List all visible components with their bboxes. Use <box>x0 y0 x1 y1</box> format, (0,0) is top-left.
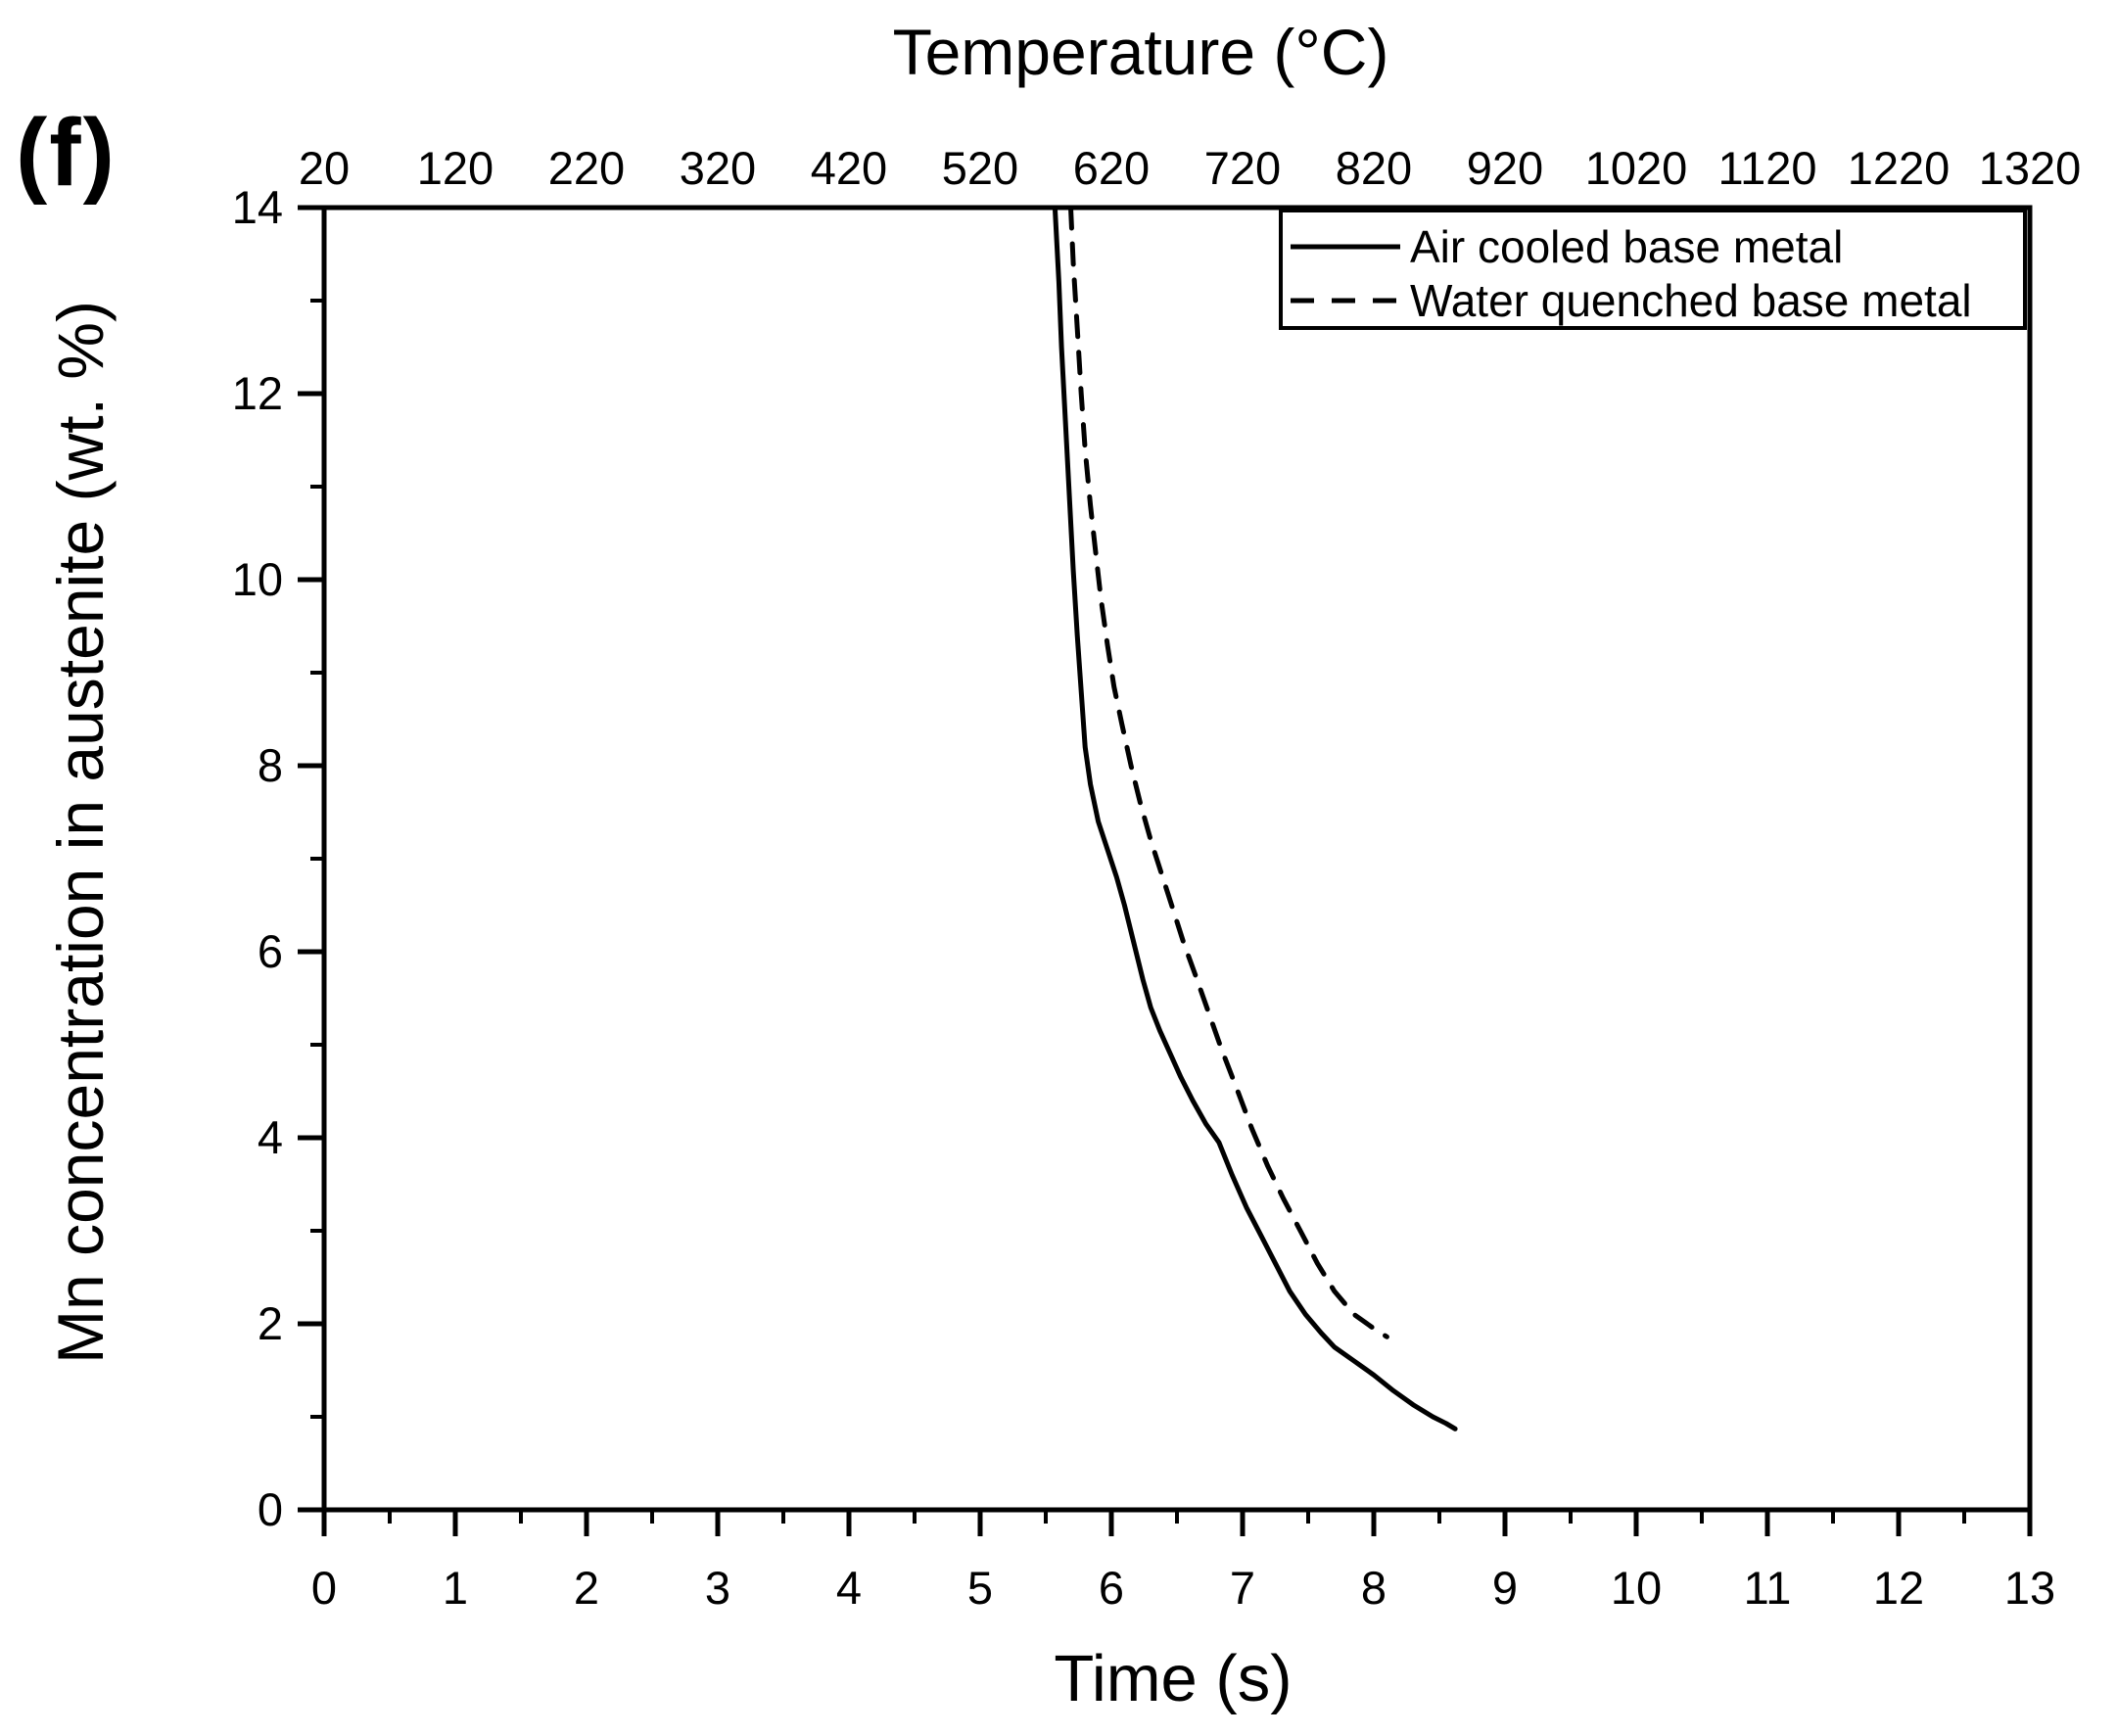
top-axis-tick-label: 220 <box>548 142 625 194</box>
top-axis-tick-label: 1320 <box>1979 142 2082 194</box>
x-axis-tick-label: 13 <box>2004 1562 2055 1614</box>
y-axis-tick-label: 12 <box>232 367 283 419</box>
y-axis-tick-label: 10 <box>232 553 283 605</box>
x-axis-tick-label: 6 <box>1099 1562 1124 1614</box>
x-axis-tick-label: 4 <box>836 1562 862 1614</box>
x-axis-tick-label: 3 <box>705 1562 730 1614</box>
top-axis-tick-label: 620 <box>1073 142 1150 194</box>
top-axis-tick-label: 120 <box>417 142 494 194</box>
y-axis-tick-label: 2 <box>258 1297 283 1349</box>
x-axis-tick-label: 1 <box>443 1562 468 1614</box>
y-axis-tick-label: 4 <box>258 1111 283 1163</box>
top-axis-tick-label: 420 <box>811 142 887 194</box>
top-axis-tick-label: 720 <box>1204 142 1281 194</box>
series-line-water-quenched-base-metal <box>1068 205 1389 1339</box>
top-axis-tick-label: 520 <box>942 142 1018 194</box>
x-axis-tick-label: 9 <box>1492 1562 1518 1614</box>
top-axis-title: Temperature (°C) <box>893 16 1389 88</box>
x-axis-tick-label: 12 <box>1873 1562 1924 1614</box>
top-axis-tick-label: 920 <box>1467 142 1543 194</box>
legend-label: Air cooled base metal <box>1410 221 1843 272</box>
series-line-air-cooled-base-metal <box>1052 205 1458 1431</box>
x-axis-tick-label: 8 <box>1361 1562 1387 1614</box>
panel-label: (f) <box>16 99 117 206</box>
y-axis-tick-label: 0 <box>258 1483 283 1535</box>
top-axis-tick-label: 1020 <box>1585 142 1688 194</box>
x-axis-tick-label: 11 <box>1744 1562 1792 1614</box>
top-axis-tick-label: 1120 <box>1717 142 1816 194</box>
legend-label: Water quenched base metal <box>1410 275 1972 326</box>
x-axis-tick-label: 2 <box>574 1562 599 1614</box>
y-axis-title: Mn concentration in austenite (wt. %) <box>44 301 117 1364</box>
x-axis-tick-label: 0 <box>311 1562 337 1614</box>
plot-border <box>321 205 2033 1513</box>
y-axis-tick-label: 14 <box>232 181 283 233</box>
x-axis-title: Time (s) <box>1054 1642 1292 1715</box>
y-axis-tick-label: 8 <box>258 739 283 791</box>
top-axis-tick-label: 1220 <box>1848 142 1951 194</box>
legend-box <box>1279 209 2027 330</box>
x-axis-tick-label: 7 <box>1230 1562 1255 1614</box>
top-axis-tick-label: 320 <box>680 142 756 194</box>
y-axis-tick-label: 6 <box>258 925 283 977</box>
x-axis-tick-label: 10 <box>1611 1562 1662 1614</box>
x-axis-tick-label: 5 <box>967 1562 993 1614</box>
top-axis-tick-label: 20 <box>299 142 350 194</box>
top-axis-tick-label: 820 <box>1336 142 1412 194</box>
